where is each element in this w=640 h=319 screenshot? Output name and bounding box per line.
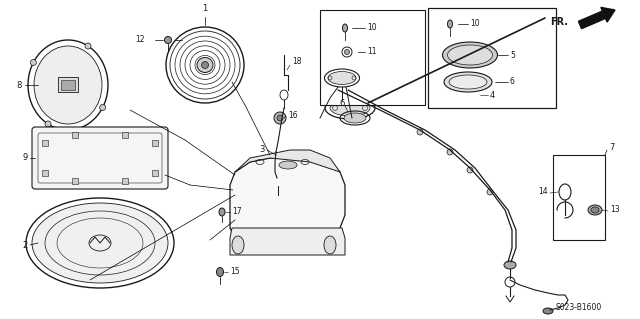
Ellipse shape: [328, 71, 356, 85]
Ellipse shape: [447, 20, 452, 28]
Text: 3: 3: [260, 145, 265, 154]
Text: 15: 15: [230, 268, 239, 277]
Ellipse shape: [447, 45, 493, 65]
Text: 16: 16: [288, 110, 298, 120]
Ellipse shape: [277, 115, 283, 121]
Ellipse shape: [344, 113, 366, 123]
Ellipse shape: [442, 42, 497, 68]
Text: S023-B1600: S023-B1600: [555, 302, 601, 311]
FancyArrow shape: [579, 7, 615, 29]
Bar: [320, 10, 425, 105]
Bar: [42, 170, 48, 176]
Text: 13: 13: [610, 205, 620, 214]
Bar: [72, 178, 78, 184]
Text: 6: 6: [510, 78, 515, 86]
Text: 8: 8: [17, 80, 22, 90]
Bar: [122, 132, 128, 138]
Bar: [58, 77, 78, 92]
Polygon shape: [230, 228, 345, 255]
Bar: [553, 155, 605, 240]
Ellipse shape: [487, 189, 493, 195]
FancyBboxPatch shape: [32, 127, 168, 189]
Ellipse shape: [219, 208, 225, 216]
Ellipse shape: [330, 100, 370, 116]
Ellipse shape: [100, 105, 106, 110]
Bar: [42, 140, 48, 146]
Ellipse shape: [449, 75, 487, 89]
Ellipse shape: [216, 268, 223, 277]
Ellipse shape: [85, 43, 91, 49]
Ellipse shape: [164, 36, 172, 43]
Text: 17: 17: [232, 207, 242, 217]
Text: 9: 9: [23, 153, 28, 162]
Polygon shape: [235, 150, 340, 172]
Text: 5: 5: [510, 50, 515, 60]
Text: 14: 14: [538, 188, 548, 197]
Polygon shape: [230, 158, 345, 244]
Text: 11: 11: [367, 48, 376, 56]
Ellipse shape: [279, 161, 297, 169]
Text: 12: 12: [135, 35, 145, 44]
Text: 7: 7: [609, 143, 614, 152]
Ellipse shape: [591, 207, 599, 213]
Ellipse shape: [45, 121, 51, 127]
Bar: [122, 178, 128, 184]
Bar: [72, 132, 78, 138]
Text: 18: 18: [292, 57, 301, 66]
Ellipse shape: [543, 308, 553, 314]
Bar: [61, 80, 75, 90]
Ellipse shape: [30, 60, 36, 65]
Ellipse shape: [197, 57, 213, 72]
Ellipse shape: [588, 205, 602, 215]
Text: 2: 2: [23, 241, 28, 249]
Text: 1: 1: [202, 4, 207, 13]
Ellipse shape: [32, 203, 168, 283]
Ellipse shape: [232, 236, 244, 254]
Text: 10: 10: [367, 24, 376, 33]
Ellipse shape: [467, 167, 473, 173]
Bar: [152, 140, 158, 146]
Ellipse shape: [202, 62, 209, 69]
Text: 10: 10: [470, 19, 479, 28]
Bar: [428, 8, 556, 108]
Ellipse shape: [274, 112, 286, 124]
Bar: [152, 170, 158, 176]
Ellipse shape: [34, 46, 102, 124]
Ellipse shape: [444, 72, 492, 92]
Text: 6: 6: [339, 100, 345, 108]
Text: FR.: FR.: [550, 17, 568, 27]
Ellipse shape: [417, 129, 423, 135]
Ellipse shape: [324, 236, 336, 254]
Ellipse shape: [344, 49, 349, 55]
Ellipse shape: [504, 261, 516, 269]
Ellipse shape: [274, 194, 282, 202]
Ellipse shape: [342, 24, 348, 32]
Ellipse shape: [447, 149, 453, 155]
Text: 4: 4: [490, 91, 495, 100]
